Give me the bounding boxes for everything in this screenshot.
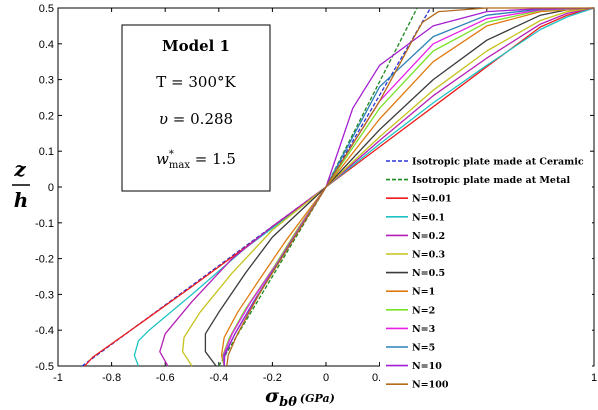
x-axis-label: σbθ (GPa) <box>265 385 335 410</box>
legend-box <box>380 152 592 382</box>
x-tick-label: -0.8 <box>102 372 121 384</box>
series-line-1 <box>218 7 418 367</box>
y-tick-label: -0.5 <box>35 361 54 373</box>
x-tick-label: 1 <box>591 372 597 384</box>
info-deflection: w* max = 1.5 <box>156 149 236 171</box>
legend-label-1: Isotropic plate made at Metal <box>412 175 571 186</box>
x-tick-label: -1 <box>53 372 63 384</box>
x-axis-label-unit: (GPa) <box>300 392 335 405</box>
y-axis-label: z h <box>12 157 30 212</box>
series-line-7 <box>220 7 595 367</box>
legend-label-0: Isotropic plate made at Ceramic <box>412 157 584 168</box>
y-axis-label-denominator: h <box>14 188 29 212</box>
info-poisson-symbol: υ <box>159 110 168 128</box>
x-axis-label-symbol: σ <box>265 385 280 407</box>
y-axis-label-numerator: z <box>13 157 26 181</box>
x-tick-label: 0 <box>323 372 329 384</box>
legend-label-11: N=10 <box>412 361 442 372</box>
y-tick-label: -0.4 <box>35 325 54 337</box>
x-axis-label-subscript: bθ <box>279 395 297 410</box>
info-temperature: T = 300°K <box>156 73 236 91</box>
legend: Isotropic plate made at Ceramic Isotropic… <box>380 152 592 391</box>
y-tick-label: 0 <box>48 182 54 194</box>
y-tick-label: -0.2 <box>35 254 54 266</box>
info-box: Model 1 T = 300°K υ = 0.288 w* max = 1.5 <box>121 24 271 192</box>
info-poisson: υ = 0.288 <box>159 110 233 128</box>
info-poisson-value: = 0.288 <box>168 110 233 128</box>
series-line-12 <box>226 7 594 367</box>
legend-label-4: N=0.2 <box>412 231 445 242</box>
legend-label-12: N=100 <box>412 380 449 391</box>
info-title: Model 1 <box>162 37 230 55</box>
y-tick-label: 0.3 <box>39 75 54 87</box>
legend-label-7: N=1 <box>412 287 435 298</box>
info-deflection-value: = 1.5 <box>190 150 236 168</box>
legend-label-10: N=5 <box>412 343 435 354</box>
legend-label-2: N=0.01 <box>412 194 452 205</box>
info-deflection-sub: max <box>169 160 190 171</box>
legend-label-9: N=3 <box>412 324 435 335</box>
x-tick-label: -0.2 <box>263 372 282 384</box>
y-tick-label: 0.4 <box>39 39 54 51</box>
legend-label-6: N=0.5 <box>412 268 445 279</box>
x-tick-label: -0.4 <box>209 372 228 384</box>
info-deflection-symbol: w <box>156 150 169 168</box>
legend-label-8: N=2 <box>412 305 435 316</box>
x-tick-label: -0.6 <box>156 372 175 384</box>
y-tick-label: 0.2 <box>39 110 54 122</box>
y-tick-label: 0.1 <box>39 146 54 158</box>
y-tick-label: 0.5 <box>39 3 54 15</box>
series-layer <box>81 7 595 367</box>
legend-label-3: N=0.1 <box>412 212 445 223</box>
y-tick-label: -0.3 <box>35 289 54 301</box>
y-tick-label: -0.1 <box>35 218 54 230</box>
info-deflection-sup: * <box>169 149 174 160</box>
legend-label-5: N=0.3 <box>412 250 445 261</box>
